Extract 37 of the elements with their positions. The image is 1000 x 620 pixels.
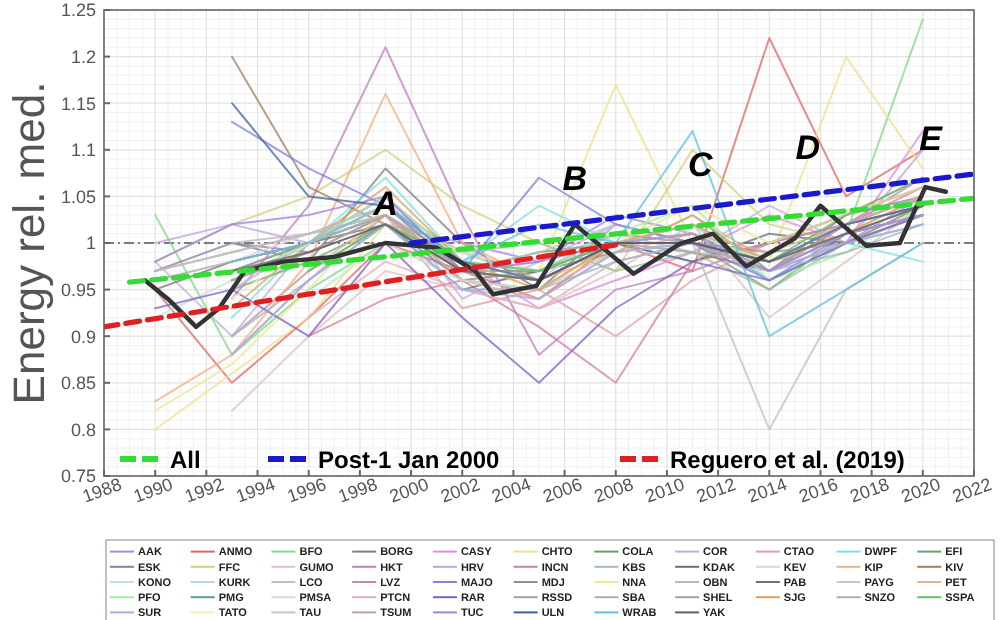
x-tick-label: 2014: [745, 474, 790, 507]
annotation: C: [687, 145, 714, 184]
x-tick-label: 2012: [693, 474, 739, 507]
x-tick-label: 2016: [796, 474, 841, 507]
x-tick-label: 2018: [847, 474, 892, 507]
x-tick-label: 2010: [642, 474, 688, 507]
y-tick-label: 0.75: [60, 466, 96, 487]
x-tick-label: 2002: [437, 474, 483, 507]
y-tick-label: 1.1: [70, 140, 96, 161]
y-tick-label: 0.9: [70, 326, 96, 347]
x-tick-label: 2006: [540, 474, 585, 507]
y-tick-label: 1.05: [60, 186, 96, 207]
y-tick-label: 0.8: [70, 419, 96, 440]
x-tick-label: 2004: [489, 474, 534, 507]
y-tick-label: 0.95: [60, 279, 96, 300]
x-tick-label: 2022: [949, 474, 995, 507]
y-tick-label: 1.15: [60, 93, 96, 114]
legend-label: Post-1 Jan 2000: [318, 446, 501, 474]
y-axis-title: Energy rel. med.: [4, 81, 54, 405]
x-tick-label: 2020: [898, 474, 944, 507]
x-tick-label: 1992: [182, 474, 227, 507]
x-tick-label: 1990: [130, 474, 176, 507]
y-tick-label: 0.85: [60, 373, 96, 394]
legend-label: Reguero et al. (2019): [670, 446, 905, 474]
x-tick-label: 1998: [335, 474, 381, 507]
x-tick-label: 2008: [591, 474, 636, 507]
x-tick-label: 1996: [284, 474, 329, 507]
x-tick-label: 1994: [233, 474, 278, 507]
y-tick-label: 1: [85, 233, 96, 254]
y-tick-label: 1.25: [60, 0, 96, 21]
x-tick-label: 2000: [386, 474, 432, 507]
annotation: E: [919, 119, 944, 158]
annotation: B: [562, 159, 588, 198]
y-tick-label: 1.2: [70, 46, 96, 67]
legend-label: All: [170, 446, 201, 474]
annotation: A: [371, 185, 398, 224]
annotation: D: [795, 129, 820, 168]
